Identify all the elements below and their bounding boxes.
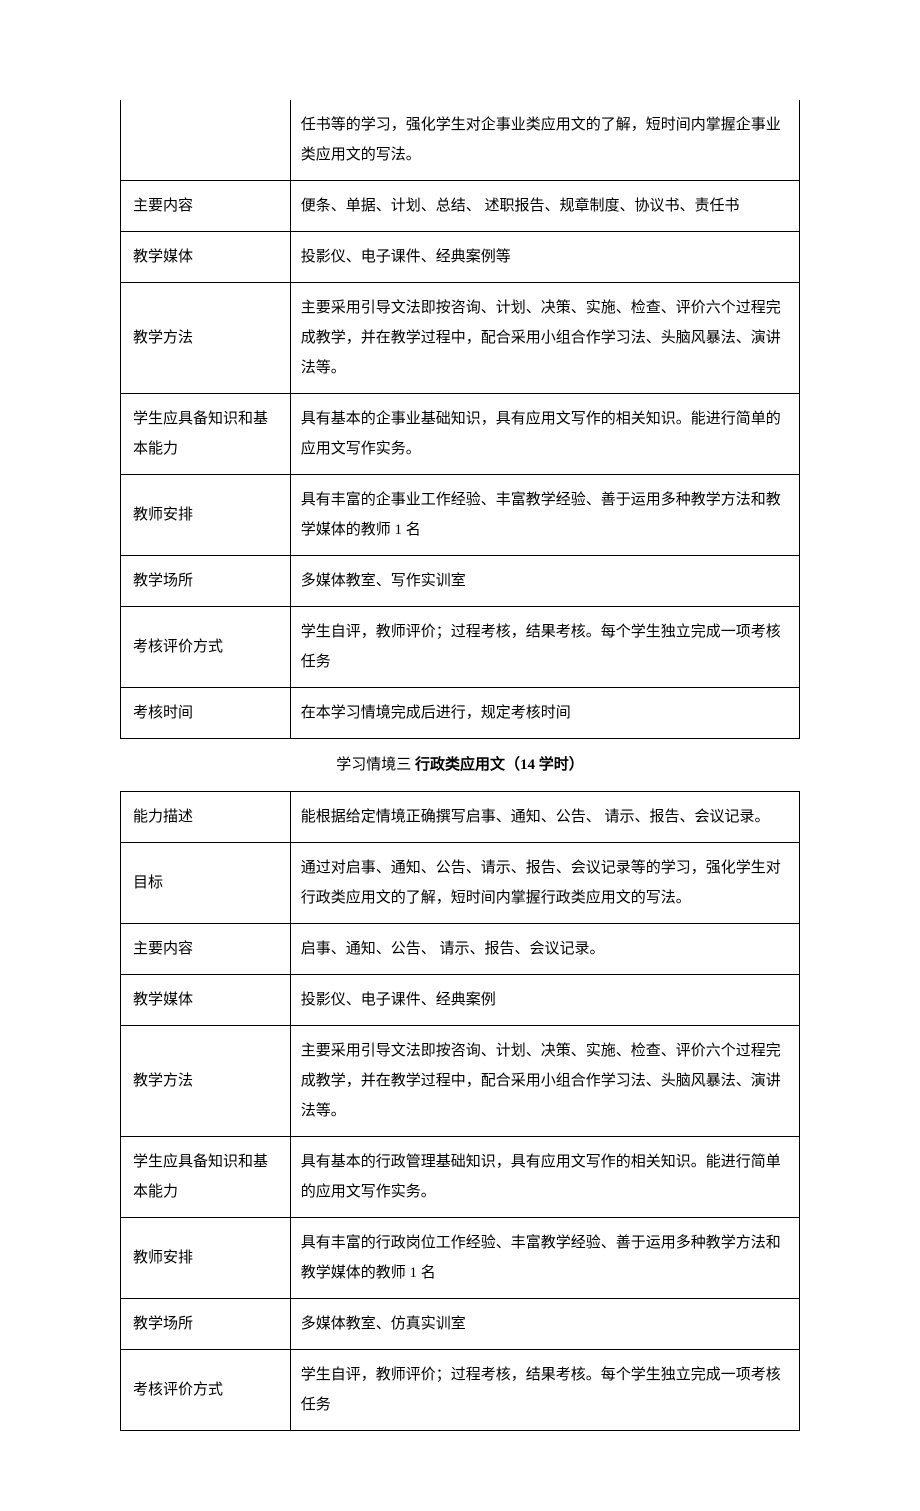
row-content-cell: 投影仪、电子课件、经典案例 <box>290 975 799 1026</box>
row-label-cell: 教师安排 <box>121 1218 291 1299</box>
table-row: 任书等的学习，强化学生对企事业类应用文的了解，短时间内掌握企事业类应用文的写法。 <box>121 100 800 181</box>
row-label-cell: 学生应具备知识和基本能力 <box>121 1137 291 1218</box>
table-one: 任书等的学习，强化学生对企事业类应用文的了解，短时间内掌握企事业类应用文的写法。… <box>120 100 800 739</box>
table-row: 考核时间 在本学习情境完成后进行，规定考核时间 <box>121 688 800 739</box>
table-row: 教学场所 多媒体教室、仿真实训室 <box>121 1299 800 1350</box>
row-label-cell: 教学场所 <box>121 556 291 607</box>
row-content-cell: 启事、通知、公告、 请示、报告、会议记录。 <box>290 924 799 975</box>
table-row: 考核评价方式 学生自评，教师评价；过程考核，结果考核。每个学生独立完成一项考核任… <box>121 1350 800 1431</box>
row-content-cell: 能根据给定情境正确撰写启事、通知、公告、 请示、报告、会议记录。 <box>290 792 799 843</box>
heading-bold: 行政类应用文（14 学时） <box>415 757 584 773</box>
table-row: 教学媒体 投影仪、电子课件、经典案例 <box>121 975 800 1026</box>
table-row: 教学方法 主要采用引导文法即按咨询、计划、决策、实施、检查、评价六个过程完成教学… <box>121 283 800 394</box>
row-label-cell: 考核评价方式 <box>121 1350 291 1431</box>
table-row: 主要内容 便条、单据、计划、总结、 述职报告、规章制度、协议书、责任书 <box>121 181 800 232</box>
row-content-cell: 学生自评，教师评价；过程考核，结果考核。每个学生独立完成一项考核任务 <box>290 607 799 688</box>
row-label-cell: 能力描述 <box>121 792 291 843</box>
row-content-cell: 主要采用引导文法即按咨询、计划、决策、实施、检查、评价六个过程完成教学，并在教学… <box>290 1026 799 1137</box>
row-content-cell: 在本学习情境完成后进行，规定考核时间 <box>290 688 799 739</box>
row-label-cell: 教学媒体 <box>121 975 291 1026</box>
row-content-cell: 通过对启事、通知、公告、请示、报告、会议记录等的学习，强化学生对行政类应用文的了… <box>290 843 799 924</box>
row-label-cell: 教学媒体 <box>121 232 291 283</box>
row-label-cell: 考核时间 <box>121 688 291 739</box>
table-row: 教学媒体 投影仪、电子课件、经典案例等 <box>121 232 800 283</box>
table-row: 目标 通过对启事、通知、公告、请示、报告、会议记录等的学习，强化学生对行政类应用… <box>121 843 800 924</box>
table-row: 主要内容 启事、通知、公告、 请示、报告、会议记录。 <box>121 924 800 975</box>
table-two: 能力描述 能根据给定情境正确撰写启事、通知、公告、 请示、报告、会议记录。 目标… <box>120 791 800 1431</box>
row-content-cell: 便条、单据、计划、总结、 述职报告、规章制度、协议书、责任书 <box>290 181 799 232</box>
row-label-cell: 教师安排 <box>121 475 291 556</box>
heading-prefix: 学习情境三 <box>336 757 415 773</box>
table-row: 教学场所 多媒体教室、写作实训室 <box>121 556 800 607</box>
row-content-cell: 具有丰富的企事业工作经验、丰富教学经验、善于运用多种教学方法和教学媒体的教师 1… <box>290 475 799 556</box>
row-label-cell: 目标 <box>121 843 291 924</box>
row-content-cell: 多媒体教室、写作实训室 <box>290 556 799 607</box>
row-label-cell: 学生应具备知识和基本能力 <box>121 394 291 475</box>
row-label-cell: 主要内容 <box>121 181 291 232</box>
table-row: 学生应具备知识和基本能力 具有基本的企事业基础知识，具有应用文写作的相关知识。能… <box>121 394 800 475</box>
row-content-cell: 任书等的学习，强化学生对企事业类应用文的了解，短时间内掌握企事业类应用文的写法。 <box>290 100 799 181</box>
table-row: 教师安排 具有丰富的企事业工作经验、丰富教学经验、善于运用多种教学方法和教学媒体… <box>121 475 800 556</box>
row-content-cell: 具有基本的企事业基础知识，具有应用文写作的相关知识。能进行简单的应用文写作实务。 <box>290 394 799 475</box>
row-label-cell: 教学方法 <box>121 283 291 394</box>
row-content-cell: 多媒体教室、仿真实训室 <box>290 1299 799 1350</box>
row-label-cell: 教学方法 <box>121 1026 291 1137</box>
table-row: 能力描述 能根据给定情境正确撰写启事、通知、公告、 请示、报告、会议记录。 <box>121 792 800 843</box>
row-label-cell: 主要内容 <box>121 924 291 975</box>
row-label-cell: 教学场所 <box>121 1299 291 1350</box>
table-row: 考核评价方式 学生自评，教师评价；过程考核，结果考核。每个学生独立完成一项考核任… <box>121 607 800 688</box>
row-content-cell: 主要采用引导文法即按咨询、计划、决策、实施、检查、评价六个过程完成教学，并在教学… <box>290 283 799 394</box>
table-row: 教师安排 具有丰富的行政岗位工作经验、丰富教学经验、善于运用多种教学方法和教学媒… <box>121 1218 800 1299</box>
table-row: 教学方法 主要采用引导文法即按咨询、计划、决策、实施、检查、评价六个过程完成教学… <box>121 1026 800 1137</box>
row-content-cell: 学生自评，教师评价；过程考核，结果考核。每个学生独立完成一项考核任务 <box>290 1350 799 1431</box>
row-label-cell <box>121 100 291 181</box>
row-content-cell: 投影仪、电子课件、经典案例等 <box>290 232 799 283</box>
row-label-cell: 考核评价方式 <box>121 607 291 688</box>
row-content-cell: 具有基本的行政管理基础知识，具有应用文写作的相关知识。能进行简单的应用文写作实务… <box>290 1137 799 1218</box>
table-row: 学生应具备知识和基本能力 具有基本的行政管理基础知识，具有应用文写作的相关知识。… <box>121 1137 800 1218</box>
row-content-cell: 具有丰富的行政岗位工作经验、丰富教学经验、善于运用多种教学方法和教学媒体的教师 … <box>290 1218 799 1299</box>
document-page: 任书等的学习，强化学生对企事业类应用文的了解，短时间内掌握企事业类应用文的写法。… <box>120 100 800 1431</box>
section-heading: 学习情境三 行政类应用文（14 学时） <box>120 739 800 791</box>
